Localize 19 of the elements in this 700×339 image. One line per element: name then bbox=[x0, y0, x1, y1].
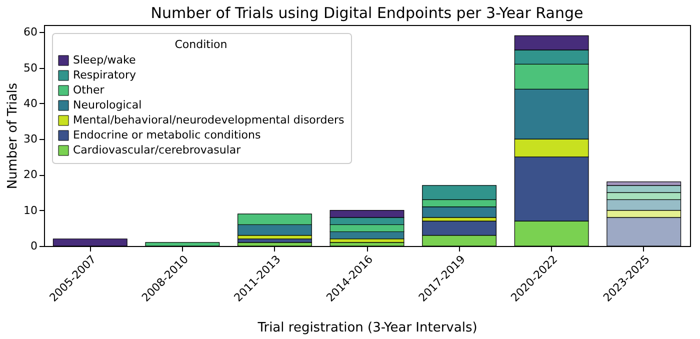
legend-label: Neurological bbox=[73, 98, 142, 112]
y-tick-label: 0 bbox=[30, 240, 38, 252]
y-tick-label: 30 bbox=[24, 132, 38, 146]
y-tick-label: 50 bbox=[24, 61, 38, 74]
legend-label: Other bbox=[73, 84, 105, 96]
x-axis-title: Trial registration (3-Year Intervals) bbox=[256, 320, 478, 336]
legend-label: Endocrine or metabolic conditions bbox=[73, 128, 262, 142]
y-tick-label: 20 bbox=[24, 168, 38, 182]
y-axis-title: Number of Trials bbox=[6, 82, 21, 190]
bar bbox=[238, 238, 312, 243]
y-tick-label: 40 bbox=[24, 96, 38, 110]
y-tick-label: 10 bbox=[24, 204, 38, 217]
chart-title: Number of Trials using Digital Endpoints per 3-Year Range bbox=[150, 4, 584, 22]
legend-label: Sleep/wake bbox=[73, 54, 136, 66]
legend-label: Respiratory bbox=[73, 68, 137, 82]
legend-label: Cardiovascular/cerebrovasular bbox=[73, 144, 242, 156]
legend-title: Condition bbox=[174, 38, 228, 51]
legend-label: Mental/behavioral/neurodevelopmental disorders bbox=[73, 114, 345, 126]
y-tick-label: 60 bbox=[24, 26, 38, 39]
